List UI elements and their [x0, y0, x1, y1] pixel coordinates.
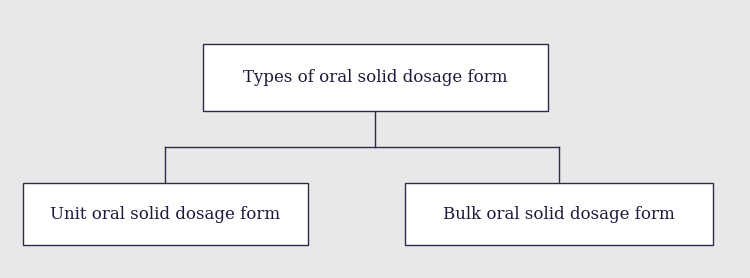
- Text: Bulk oral solid dosage form: Bulk oral solid dosage form: [442, 205, 675, 223]
- Bar: [22, 183, 308, 245]
- Text: Types of oral solid dosage form: Types of oral solid dosage form: [243, 69, 507, 86]
- Text: Unit oral solid dosage form: Unit oral solid dosage form: [50, 205, 280, 223]
- Bar: [202, 44, 548, 111]
- Bar: [405, 183, 712, 245]
